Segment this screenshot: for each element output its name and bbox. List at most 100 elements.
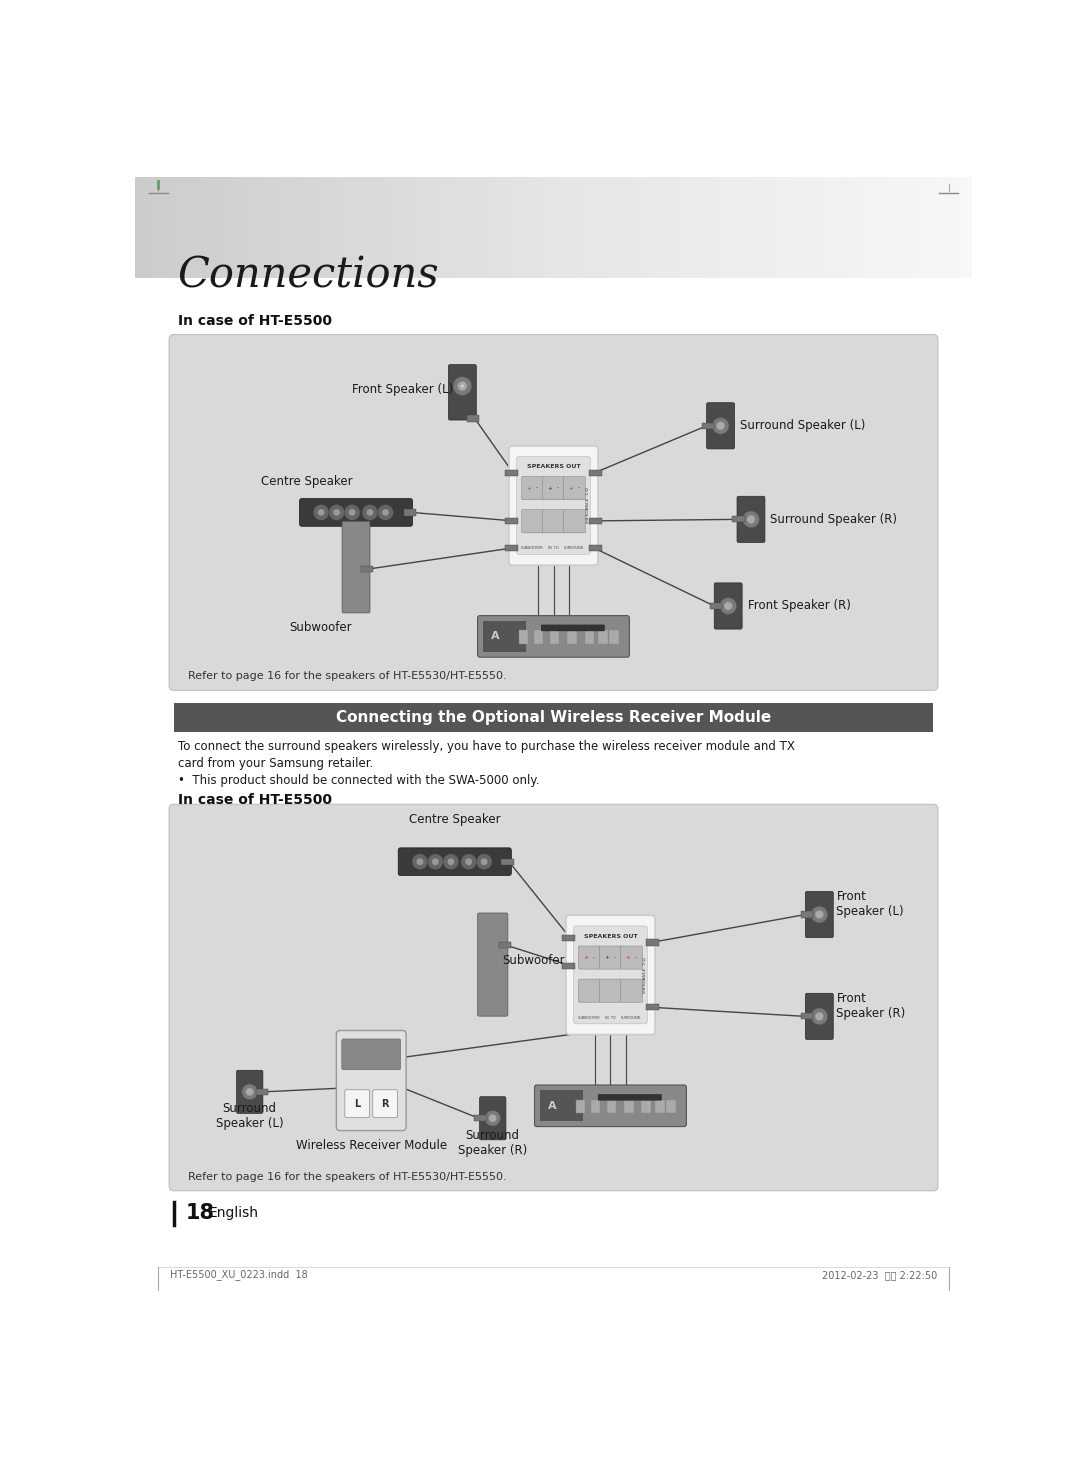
FancyBboxPatch shape (170, 334, 937, 691)
FancyBboxPatch shape (566, 916, 656, 1035)
FancyBboxPatch shape (621, 979, 643, 1003)
Bar (361, 566, 373, 572)
Bar (232, 177, 246, 278)
Circle shape (345, 504, 360, 521)
Bar (505, 470, 517, 476)
Circle shape (461, 853, 476, 870)
Text: SPEAKERS OUT: SPEAKERS OUT (527, 464, 580, 469)
Bar (456, 177, 470, 278)
Bar (512, 177, 526, 278)
Text: Connections: Connections (177, 254, 440, 297)
Bar (576, 1099, 585, 1114)
Circle shape (328, 504, 345, 521)
Bar (847, 177, 861, 278)
FancyBboxPatch shape (516, 457, 591, 555)
Text: A: A (548, 1100, 556, 1111)
Circle shape (485, 1111, 501, 1126)
Bar (889, 177, 902, 278)
Bar (484, 177, 498, 278)
Text: L: L (354, 1099, 361, 1109)
Bar (642, 1099, 651, 1114)
Text: 2012-02-23  오후 2:22:50: 2012-02-23 오후 2:22:50 (822, 1270, 937, 1279)
Bar (563, 963, 575, 969)
Bar (607, 1099, 616, 1114)
Text: Refer to page 16 for the speakers of HT-E5530/HT-E5550.: Refer to page 16 for the speakers of HT-… (188, 671, 507, 682)
Bar (624, 1099, 634, 1114)
Bar (958, 177, 972, 278)
Text: Subwoofer: Subwoofer (289, 621, 352, 634)
Circle shape (443, 853, 459, 870)
FancyBboxPatch shape (564, 476, 585, 500)
Text: IN  TO: IN TO (549, 546, 558, 550)
Text: Front Speaker (L): Front Speaker (L) (352, 383, 454, 396)
FancyBboxPatch shape (373, 1090, 397, 1118)
Circle shape (428, 853, 443, 870)
Text: +: + (526, 485, 531, 491)
Bar (646, 939, 659, 945)
Bar (875, 177, 889, 278)
FancyBboxPatch shape (714, 583, 742, 629)
FancyBboxPatch shape (237, 1071, 262, 1114)
Bar (666, 1099, 676, 1114)
Text: FRONT: FRONT (546, 513, 561, 518)
Circle shape (811, 907, 827, 923)
Bar (762, 177, 777, 278)
Text: +: + (583, 955, 588, 960)
Bar (590, 518, 602, 524)
Bar (505, 518, 517, 524)
Text: Surround Speaker (L): Surround Speaker (L) (740, 420, 865, 432)
Circle shape (743, 510, 759, 528)
Text: Subwoofer: Subwoofer (502, 954, 565, 967)
Bar (149, 177, 163, 278)
Circle shape (362, 504, 378, 521)
Bar (135, 177, 149, 278)
Text: CENTER: CENTER (525, 513, 540, 518)
Bar (916, 177, 930, 278)
Circle shape (815, 1012, 824, 1021)
FancyBboxPatch shape (477, 913, 508, 1016)
Text: -: - (556, 485, 558, 491)
Circle shape (465, 858, 472, 865)
Bar (590, 544, 602, 552)
FancyBboxPatch shape (299, 498, 413, 527)
Bar (833, 177, 847, 278)
FancyBboxPatch shape (399, 847, 511, 876)
Bar (563, 935, 575, 941)
Bar (274, 177, 288, 278)
Bar (505, 544, 517, 552)
Bar (732, 516, 745, 522)
Bar (748, 177, 762, 278)
Text: 18: 18 (186, 1202, 214, 1223)
Bar (540, 1090, 582, 1121)
FancyBboxPatch shape (599, 947, 621, 969)
FancyBboxPatch shape (174, 703, 933, 732)
Circle shape (481, 858, 488, 865)
Bar (710, 603, 723, 609)
Bar (581, 177, 595, 278)
Bar (474, 1115, 486, 1121)
Bar (302, 177, 316, 278)
Bar (591, 1099, 600, 1114)
FancyBboxPatch shape (336, 1031, 406, 1130)
Text: SPEAKERS OUT: SPEAKERS OUT (583, 933, 637, 939)
Text: +: + (568, 485, 572, 491)
Text: Front
Speaker (R): Front Speaker (R) (836, 991, 906, 1019)
FancyBboxPatch shape (345, 1090, 369, 1118)
Text: In case of HT-E5500: In case of HT-E5500 (177, 793, 332, 808)
Circle shape (246, 1089, 254, 1096)
Text: Connecting the Optional Wireless Receiver Module: Connecting the Optional Wireless Receive… (336, 710, 771, 725)
Bar (646, 1004, 659, 1010)
Circle shape (318, 509, 325, 516)
Bar (637, 177, 651, 278)
FancyBboxPatch shape (448, 365, 476, 420)
Bar (584, 630, 594, 643)
Bar (805, 177, 819, 278)
Bar (595, 177, 609, 278)
Text: SURROUND: SURROUND (621, 1016, 642, 1019)
FancyBboxPatch shape (806, 994, 834, 1040)
Circle shape (489, 1114, 497, 1123)
Text: Surround
Speaker (L): Surround Speaker (L) (216, 1102, 284, 1130)
Circle shape (458, 382, 467, 390)
Bar (819, 177, 833, 278)
Text: +: + (604, 955, 609, 960)
